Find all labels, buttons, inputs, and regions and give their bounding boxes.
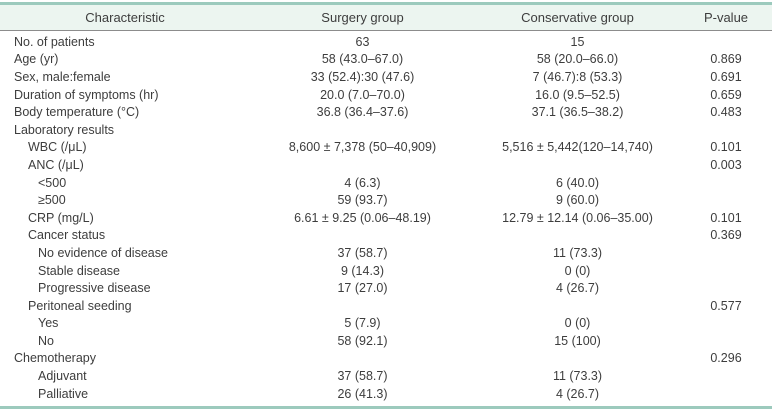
row-label-cell: Stable disease bbox=[38, 263, 121, 278]
p-value-cell: 0.003 bbox=[710, 157, 742, 172]
row-label-cell: Chemotherapy bbox=[14, 351, 96, 366]
row-label-cell: Duration of symptoms (hr) bbox=[14, 87, 159, 102]
table-row: Adjuvant 37 (58.7) 11 (73.3) bbox=[0, 367, 772, 385]
p-value-cell: 0.369 bbox=[710, 228, 742, 243]
table-row: Progressive disease 17 (27.0) 4 (26.7) bbox=[0, 279, 772, 297]
conservative-group-cell: 0 (0) bbox=[564, 263, 591, 278]
row-label-cell: CRP (mg/L) bbox=[28, 210, 94, 225]
column-header-surgery-group: Surgery group bbox=[321, 10, 404, 25]
surgery-group-cell: 37 (58.7) bbox=[337, 369, 388, 384]
surgery-group-cell: 33 (52.4):30 (47.6) bbox=[310, 69, 415, 84]
p-value-cell: 0.296 bbox=[710, 351, 742, 366]
surgery-group-cell: 59 (93.7) bbox=[337, 193, 388, 208]
row-label-cell: <500 bbox=[38, 175, 67, 190]
row-label-cell: Adjuvant bbox=[38, 369, 87, 384]
surgery-group-cell: 4 (6.3) bbox=[344, 175, 381, 190]
table-row: Chemotherapy 0.296 bbox=[0, 350, 772, 368]
surgery-group-cell: 58 (92.1) bbox=[337, 333, 388, 348]
conservative-group-cell: 58 (20.0–66.0) bbox=[536, 52, 619, 67]
p-value-cell: 0.101 bbox=[710, 140, 742, 155]
conservative-group-cell: 37.1 (36.5–38.2) bbox=[531, 105, 624, 120]
conservative-group-cell: 4 (26.7) bbox=[555, 281, 600, 296]
conservative-group-cell: 12.79 ± 12.14 (0.06–35.00) bbox=[502, 210, 653, 225]
row-label-cell: Cancer status bbox=[28, 228, 106, 243]
row-label-cell: No bbox=[38, 333, 54, 348]
table-bottom-rule bbox=[0, 406, 772, 410]
surgery-group-cell: 17 (27.0) bbox=[337, 281, 388, 296]
table-row: <500 4 (6.3) 6 (40.0) bbox=[0, 174, 772, 192]
table-row: ANC (/μL) 0.003 bbox=[0, 156, 772, 174]
table-row: Laboratory results bbox=[0, 121, 772, 139]
conservative-group-cell: 0 (0) bbox=[564, 316, 591, 331]
row-label-cell: Progressive disease bbox=[38, 281, 151, 296]
surgery-group-cell: 26 (41.3) bbox=[337, 386, 388, 401]
table-body: No. of patients 63 15 Age (yr) 58 (43.0–… bbox=[0, 31, 772, 402]
conservative-group-cell: 11 (73.3) bbox=[552, 369, 603, 384]
table-row: Yes 5 (7.9) 0 (0) bbox=[0, 315, 772, 333]
p-value-cell: 0.101 bbox=[710, 210, 742, 225]
conservative-group-cell: 15 bbox=[570, 34, 585, 49]
row-label-cell: No evidence of disease bbox=[38, 245, 168, 260]
p-value-cell: 0.577 bbox=[710, 298, 742, 313]
conservative-group-cell: 5,516 ± 5,442(120–14,740) bbox=[502, 140, 653, 155]
conservative-group-cell: 16.0 (9.5–52.5) bbox=[535, 87, 620, 102]
table-row: WBC (/μL) 8,600 ± 7,378 (50–40,909) 5,51… bbox=[0, 139, 772, 157]
characteristics-table: Characteristic Surgery group Conservativ… bbox=[0, 2, 772, 402]
table-row: Body temperature (°C) 36.8 (36.4–37.6) 3… bbox=[0, 103, 772, 121]
row-label-cell: Yes bbox=[38, 316, 59, 331]
table-header-row: Characteristic Surgery group Conservativ… bbox=[0, 5, 772, 31]
row-label-cell: ANC (/μL) bbox=[28, 157, 84, 172]
surgery-group-cell: 5 (7.9) bbox=[344, 316, 381, 331]
p-value-cell: 0.659 bbox=[710, 87, 742, 102]
row-label-cell: Palliative bbox=[38, 386, 89, 401]
row-label-cell: Sex, male:female bbox=[14, 69, 111, 84]
table-row: ≥500 59 (93.7) 9 (60.0) bbox=[0, 191, 772, 209]
row-label-cell: ≥500 bbox=[38, 193, 66, 208]
row-label-cell: No. of patients bbox=[14, 34, 95, 49]
row-label-cell: Laboratory results bbox=[14, 122, 115, 137]
conservative-group-cell: 15 (100) bbox=[554, 333, 601, 348]
table-row: CRP (mg/L) 6.61 ± 9.25 (0.06–48.19) 12.7… bbox=[0, 209, 772, 227]
table-row: Peritoneal seeding 0.577 bbox=[0, 297, 772, 315]
table-row: No evidence of disease 37 (58.7) 11 (73.… bbox=[0, 244, 772, 262]
surgery-group-cell: 36.8 (36.4–37.6) bbox=[316, 105, 409, 120]
table-row: Age (yr) 58 (43.0–67.0) 58 (20.0–66.0) 0… bbox=[0, 51, 772, 69]
column-header-characteristic: Characteristic bbox=[85, 10, 165, 25]
p-value-cell: 0.483 bbox=[710, 105, 742, 120]
column-header-p-value: P-value bbox=[703, 10, 749, 25]
table-row: Duration of symptoms (hr) 20.0 (7.0–70.0… bbox=[0, 86, 772, 104]
surgery-group-cell: 20.0 (7.0–70.0) bbox=[320, 87, 405, 102]
row-label-cell: Age (yr) bbox=[14, 52, 59, 67]
conservative-group-cell: 9 (60.0) bbox=[555, 193, 600, 208]
conservative-group-cell: 6 (40.0) bbox=[555, 175, 600, 190]
table-row: Cancer status 0.369 bbox=[0, 227, 772, 245]
conservative-group-cell: 7 (46.7):8 (53.3) bbox=[532, 69, 623, 84]
surgery-group-cell: 9 (14.3) bbox=[340, 263, 385, 278]
p-value-cell: 0.869 bbox=[710, 52, 742, 67]
table-row: Palliative 26 (41.3) 4 (26.7) bbox=[0, 385, 772, 403]
row-label-cell: Peritoneal seeding bbox=[28, 298, 132, 313]
table-row: Stable disease 9 (14.3) 0 (0) bbox=[0, 262, 772, 280]
row-label-cell: Body temperature (°C) bbox=[14, 105, 140, 120]
conservative-group-cell: 4 (26.7) bbox=[555, 386, 600, 401]
table-row: No 58 (92.1) 15 (100) bbox=[0, 332, 772, 350]
row-label-cell: WBC (/μL) bbox=[28, 140, 87, 155]
surgery-group-cell: 63 bbox=[355, 34, 370, 49]
p-value-cell: 0.691 bbox=[710, 69, 742, 84]
conservative-group-cell: 11 (73.3) bbox=[552, 245, 603, 260]
surgery-group-cell: 6.61 ± 9.25 (0.06–48.19) bbox=[294, 210, 431, 225]
table-row: No. of patients 63 15 bbox=[0, 33, 772, 51]
table-row: Sex, male:female 33 (52.4):30 (47.6) 7 (… bbox=[0, 68, 772, 86]
surgery-group-cell: 58 (43.0–67.0) bbox=[321, 52, 404, 67]
surgery-group-cell: 8,600 ± 7,378 (50–40,909) bbox=[288, 140, 437, 155]
surgery-group-cell: 37 (58.7) bbox=[337, 245, 388, 260]
column-header-conservative-group: Conservative group bbox=[521, 10, 634, 25]
